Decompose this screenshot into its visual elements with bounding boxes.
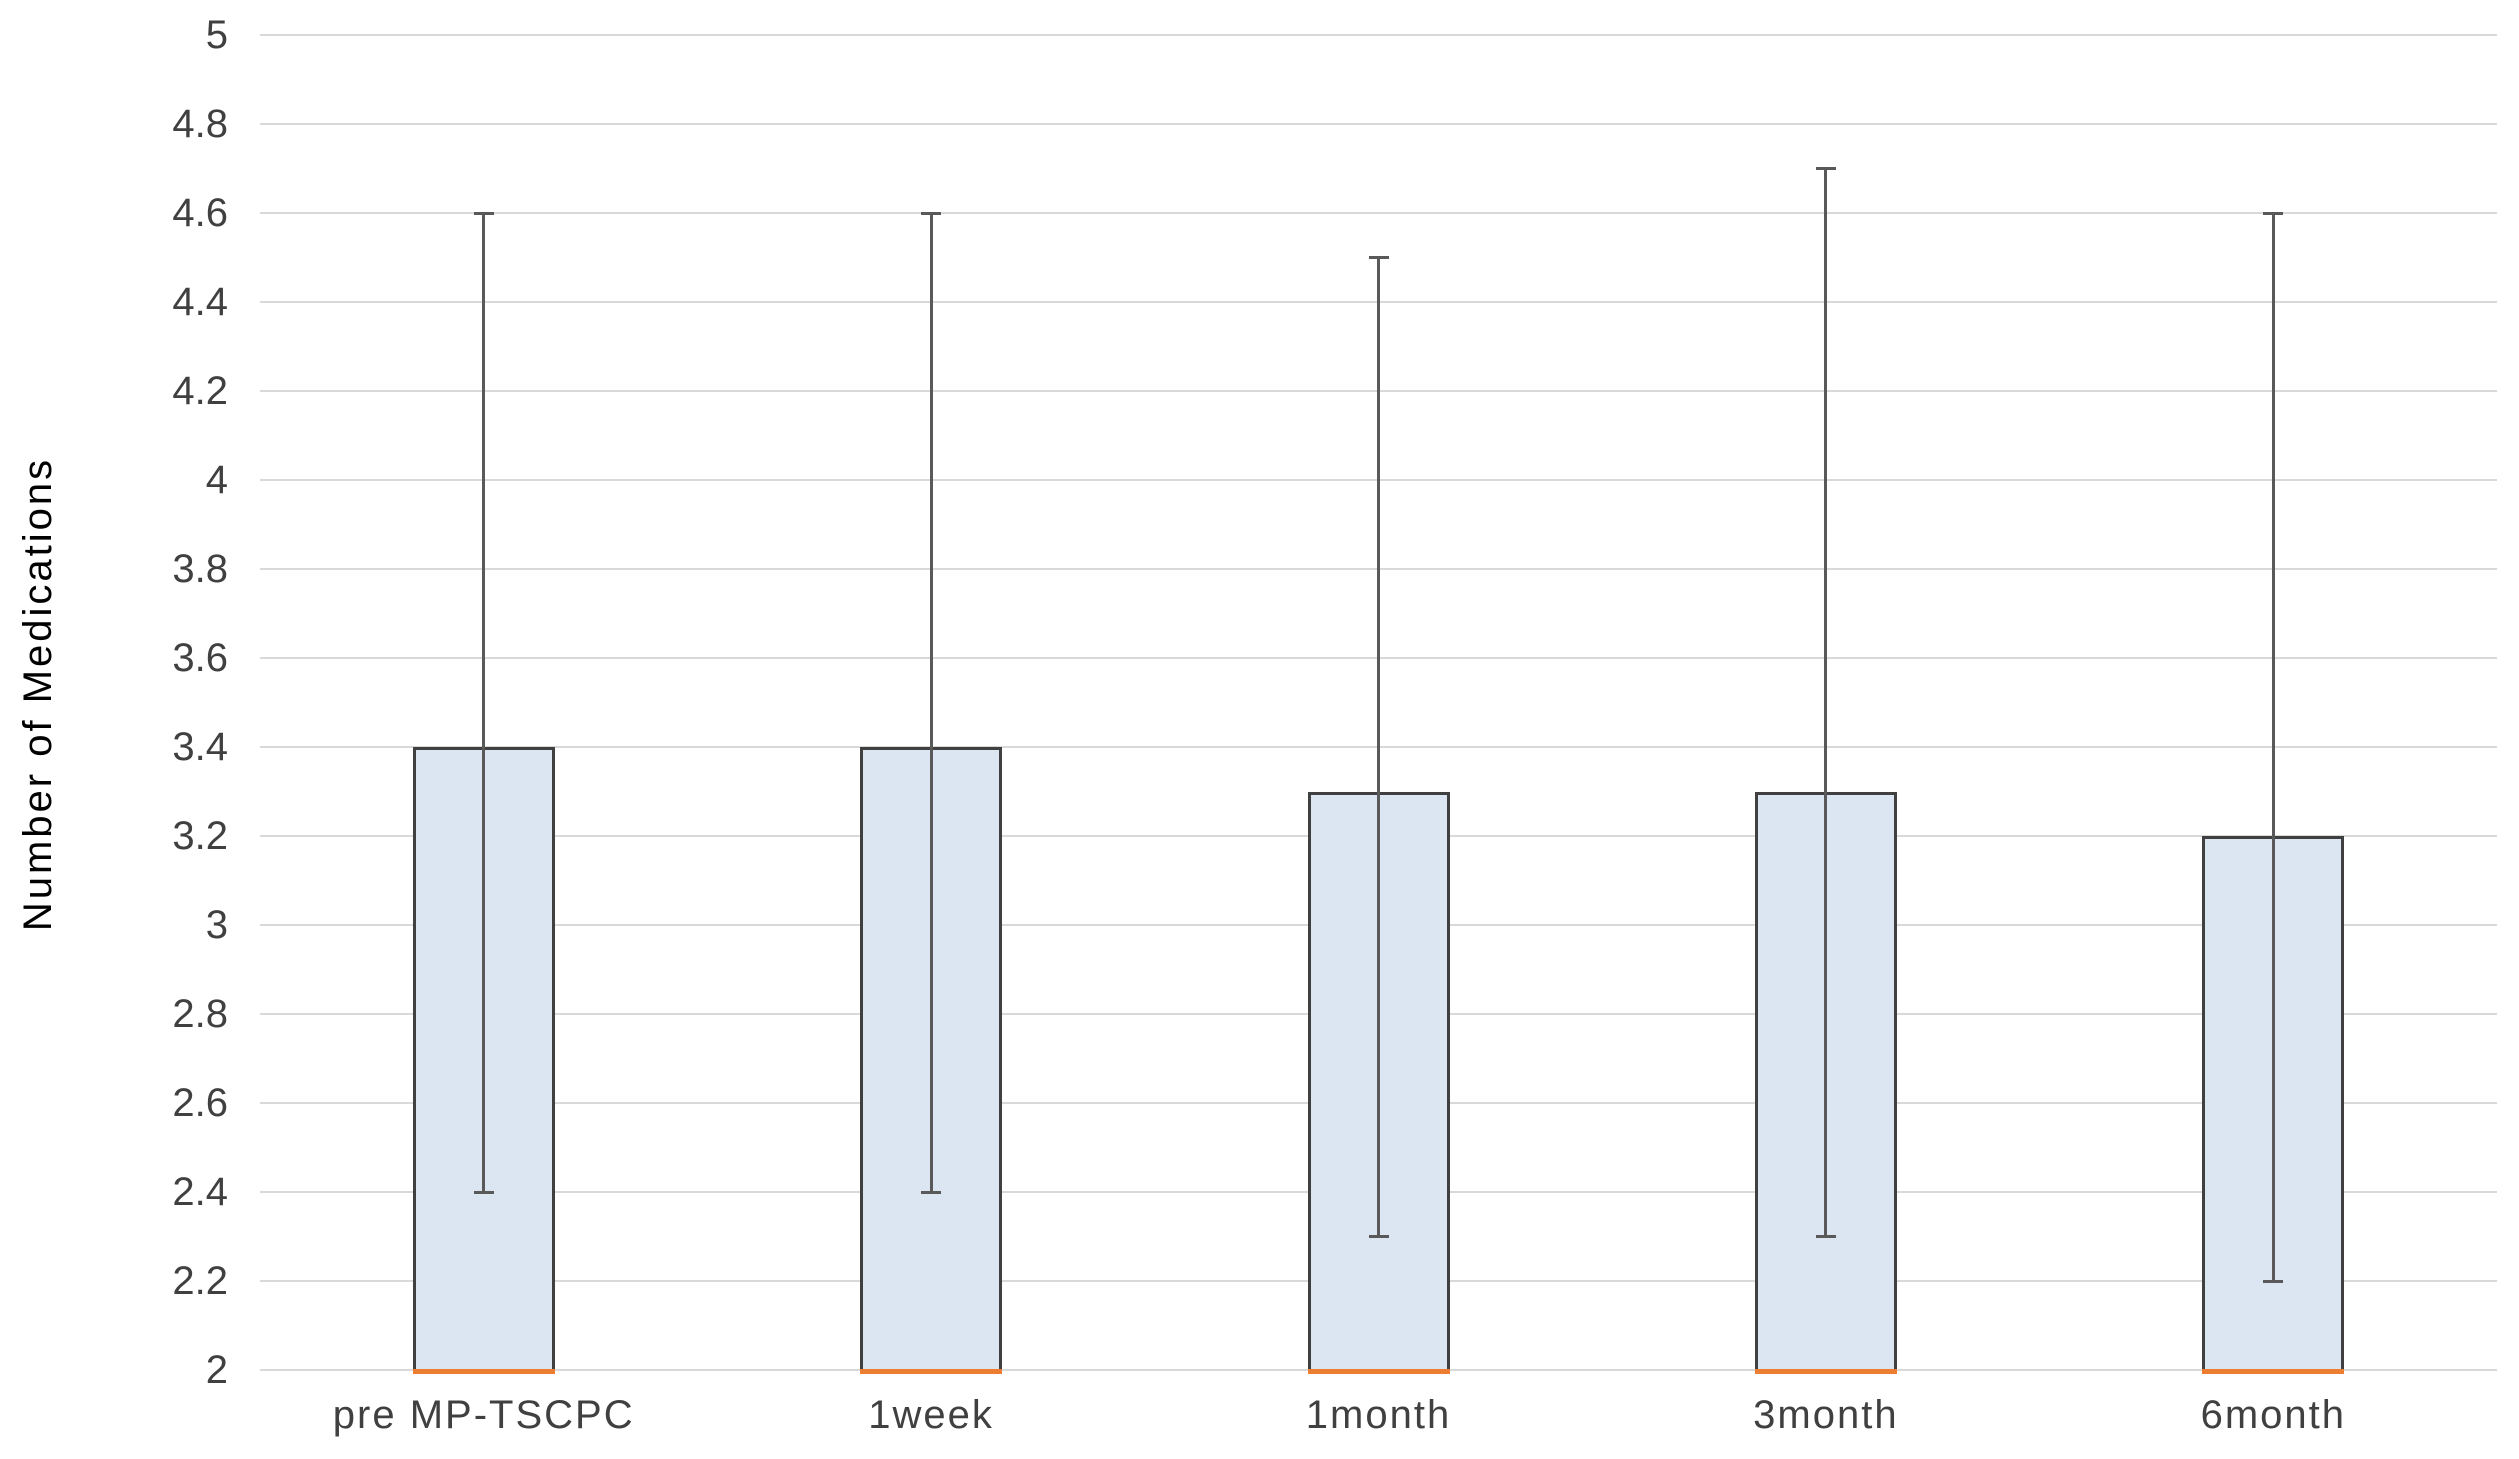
y-tick-label: 2.8 bbox=[172, 992, 228, 1036]
y-gridline bbox=[260, 34, 2497, 36]
error-bar-cap-top bbox=[1815, 167, 1836, 170]
y-tick-label: 3 bbox=[205, 903, 228, 947]
y-tick-label: 4 bbox=[205, 458, 228, 502]
bar-base-accent bbox=[1307, 1369, 1450, 1374]
y-tick-label: 2.2 bbox=[172, 1259, 228, 1303]
error-bar-cap-top bbox=[473, 211, 494, 215]
y-tick-label: 4.4 bbox=[172, 280, 228, 324]
error-bar-cap-bottom bbox=[1815, 1235, 1836, 1238]
error-bar-cap-bottom bbox=[473, 1190, 494, 1194]
error-bar-cap-bottom bbox=[921, 1190, 942, 1194]
y-tick-label: 2.6 bbox=[172, 1081, 228, 1125]
y-tick-label: 4.6 bbox=[172, 191, 228, 235]
y-tick-label: 3.4 bbox=[172, 725, 228, 769]
x-category-label: pre MP-TSCPC bbox=[332, 1393, 635, 1437]
error-bar-line bbox=[1377, 257, 1380, 1237]
y-tick-label: 3.2 bbox=[172, 814, 228, 858]
x-category-label: 3month bbox=[1753, 1393, 1899, 1437]
error-bar-cap-top bbox=[921, 211, 942, 215]
y-tick-label: 3.8 bbox=[172, 547, 228, 591]
y-tick-label: 2.4 bbox=[172, 1170, 228, 1214]
y-gridline bbox=[260, 212, 2497, 214]
x-category-label: 1month bbox=[1305, 1393, 1452, 1437]
error-bar-line bbox=[1824, 168, 1828, 1237]
error-bar-cap-bottom bbox=[1368, 1235, 1389, 1238]
y-gridline bbox=[260, 123, 2497, 125]
bar-base-accent bbox=[2202, 1369, 2345, 1374]
error-bar-line bbox=[482, 213, 486, 1192]
bar-base-accent bbox=[860, 1369, 1003, 1374]
error-bar-cap-top bbox=[2263, 211, 2284, 215]
y-tick-label: 4.2 bbox=[172, 369, 228, 413]
error-bar-cap-top bbox=[1368, 256, 1389, 259]
y-tick-label: 3.6 bbox=[172, 636, 228, 680]
error-bar-cap-bottom bbox=[2263, 1279, 2284, 1283]
y-tick-label: 2 bbox=[205, 1348, 228, 1392]
x-category-label: 1week bbox=[868, 1393, 994, 1437]
error-bar-line bbox=[2271, 213, 2275, 1281]
error-bar-line bbox=[929, 213, 933, 1192]
y-tick-label: 4.8 bbox=[172, 102, 228, 146]
bar-base-accent bbox=[1754, 1369, 1897, 1374]
y-tick-label: 5 bbox=[205, 13, 228, 57]
bar-base-accent bbox=[412, 1369, 555, 1374]
x-category-label: 6month bbox=[2200, 1393, 2346, 1437]
